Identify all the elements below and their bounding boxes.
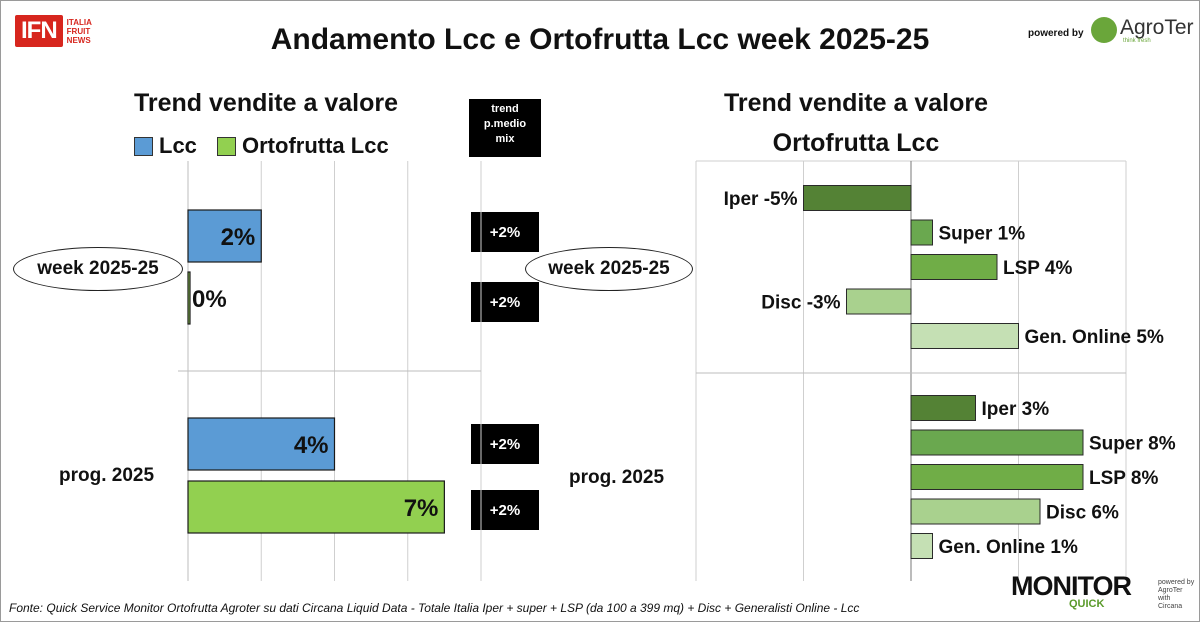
right-subtitle-line-2: Ortofrutta Lcc <box>772 129 940 157</box>
data-label: LSP 4% <box>1003 258 1072 279</box>
data-label: Disc 6% <box>1046 503 1119 524</box>
trend-header-line-1: trend <box>491 103 519 115</box>
data-label: Gen. Online 5% <box>1025 327 1164 348</box>
data-label: Iper -5% <box>724 189 798 210</box>
data-label: Gen. Online 1% <box>939 537 1078 558</box>
category-label-prog-left: prog. 2025 <box>59 465 155 486</box>
right-bar-chart: Iper -5% Super 1% LSP 4% Disc -3% Gen. Onlin… <box>695 160 1176 581</box>
category-label-week-left: week 2025-25 <box>13 247 183 291</box>
powered-by-label: powered by <box>1028 28 1084 39</box>
bar-lsp <box>910 254 998 280</box>
data-label: 4% <box>294 432 329 459</box>
trend-column-header: trend p.medio mix <box>469 99 541 157</box>
bar-iper <box>803 185 912 211</box>
legend-swatch-ortofrutta <box>217 136 236 156</box>
bar-gen-online <box>910 323 1019 349</box>
data-label: Iper 3% <box>982 399 1050 420</box>
monitor-small-line-1: powered by <box>1158 579 1195 586</box>
monitor-small-line-2: AgroTer <box>1158 587 1183 594</box>
ifn-logo-mark: IFN <box>15 15 63 47</box>
category-label-prog-right: prog. 2025 <box>569 467 665 488</box>
trend-box-prog-lcc: +2% <box>471 424 539 464</box>
data-label: LSP 8% <box>1089 468 1158 489</box>
ifn-line-2: FRUIT <box>66 26 91 36</box>
agroter-tree-icon <box>1091 17 1117 43</box>
left-subtitle: Trend vendite a valore <box>134 89 398 117</box>
legend-item-lcc: Lcc <box>134 133 197 159</box>
right-subtitle-line-1: Trend vendite a valore <box>724 89 988 117</box>
bar-gen-online <box>910 533 933 559</box>
monitor-quick-subtitle: QUICK <box>1069 598 1105 610</box>
data-label: 7% <box>404 495 439 522</box>
bar-iper <box>910 395 976 421</box>
legend-label-ortofrutta: Ortofrutta Lcc <box>242 133 389 158</box>
bar-lsp <box>910 464 1084 490</box>
data-label: 2% <box>221 224 256 251</box>
data-label: Super 8% <box>1089 434 1176 455</box>
monitor-powered-by: powered by AgroTer with Circana <box>1158 579 1194 611</box>
bar-super <box>910 219 933 246</box>
page-title: Andamento Lcc e Ortofrutta Lcc week 2025… <box>270 23 930 56</box>
data-label: 0% <box>192 286 227 313</box>
bar-disc <box>846 288 912 315</box>
bar-ortofrutta-lcc <box>187 480 445 534</box>
monitor-small-line-3: with <box>1158 595 1171 602</box>
data-label: Disc -3% <box>761 293 840 314</box>
agroter-tagline: think fresh <box>1123 38 1151 44</box>
trend-box-prog-ortofrutta: +2% <box>471 490 539 530</box>
source-footnote: Fonte: Quick Service Monitor Ortofrutta … <box>9 601 860 615</box>
legend-swatch-lcc <box>134 136 153 156</box>
trend-header-line-3: mix <box>495 133 515 145</box>
bar-super <box>910 429 1084 456</box>
legend-item-ortofrutta: Ortofrutta Lcc <box>217 133 389 159</box>
data-label: Super 1% <box>939 224 1026 245</box>
category-label-week-right: week 2025-25 <box>525 247 693 291</box>
monitor-small-line-4: Circana <box>1158 603 1183 610</box>
monitor-quick-logo: MONITOR <box>1011 571 1132 601</box>
ifn-line-1: ITALIA <box>66 17 92 27</box>
left-bar-chart: 2% 0% 4% 7% <box>178 161 482 581</box>
ifn-logo: IFN ITALIA FRUIT NEWS <box>15 15 92 47</box>
legend-label-lcc: Lcc <box>159 133 197 158</box>
agroter-logo: AgroTer <box>1120 16 1194 39</box>
bar-disc <box>910 498 1041 525</box>
bar-lcc <box>187 209 262 263</box>
bar-ortofrutta-lcc <box>187 271 191 325</box>
trend-header-line-2: p.medio <box>483 118 527 130</box>
trend-box-week-lcc: +2% <box>471 212 539 252</box>
ifn-logo-text: ITALIA FRUIT NEWS <box>67 18 92 45</box>
ifn-line-3: NEWS <box>66 35 91 45</box>
trend-box-week-ortofrutta: +2% <box>471 282 539 322</box>
bar-lcc <box>187 417 336 471</box>
